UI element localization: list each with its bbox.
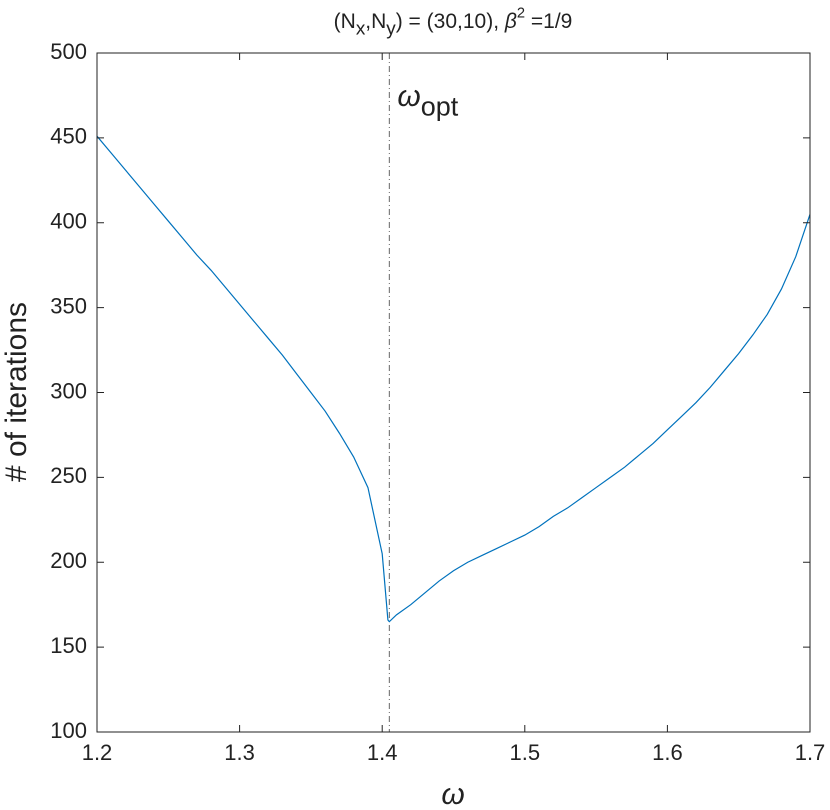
annotation: ωopt​ [397, 80, 458, 122]
x-tick-label: 1.4 [367, 740, 398, 765]
data-line [96, 135, 811, 623]
y-tick-label: 150 [50, 633, 87, 658]
y-axis-label: # of iterations [0, 302, 33, 482]
y-tick-label: 400 [50, 209, 87, 234]
x-axis-label: ω [441, 778, 464, 810]
chart-title: (Nx​,Ny​) = (30,10), β2​ =1/9 [334, 5, 573, 39]
y-tick-label: 200 [50, 548, 87, 573]
y-tick-label: 250 [50, 463, 87, 488]
y-tick-label: 100 [50, 718, 87, 743]
x-tick-label: 1.6 [652, 740, 683, 765]
y-tick-label: 500 [50, 39, 87, 64]
x-tick-label: 1.3 [224, 740, 255, 765]
plot-area [97, 53, 810, 732]
y-tick-label: 350 [50, 293, 87, 318]
x-tick-label: 1.2 [82, 740, 113, 765]
x-tick-label: 1.5 [510, 740, 541, 765]
x-tick-label: 1.7 [795, 740, 826, 765]
y-tick-label: 300 [50, 378, 87, 403]
y-tick-label: 450 [50, 124, 87, 149]
